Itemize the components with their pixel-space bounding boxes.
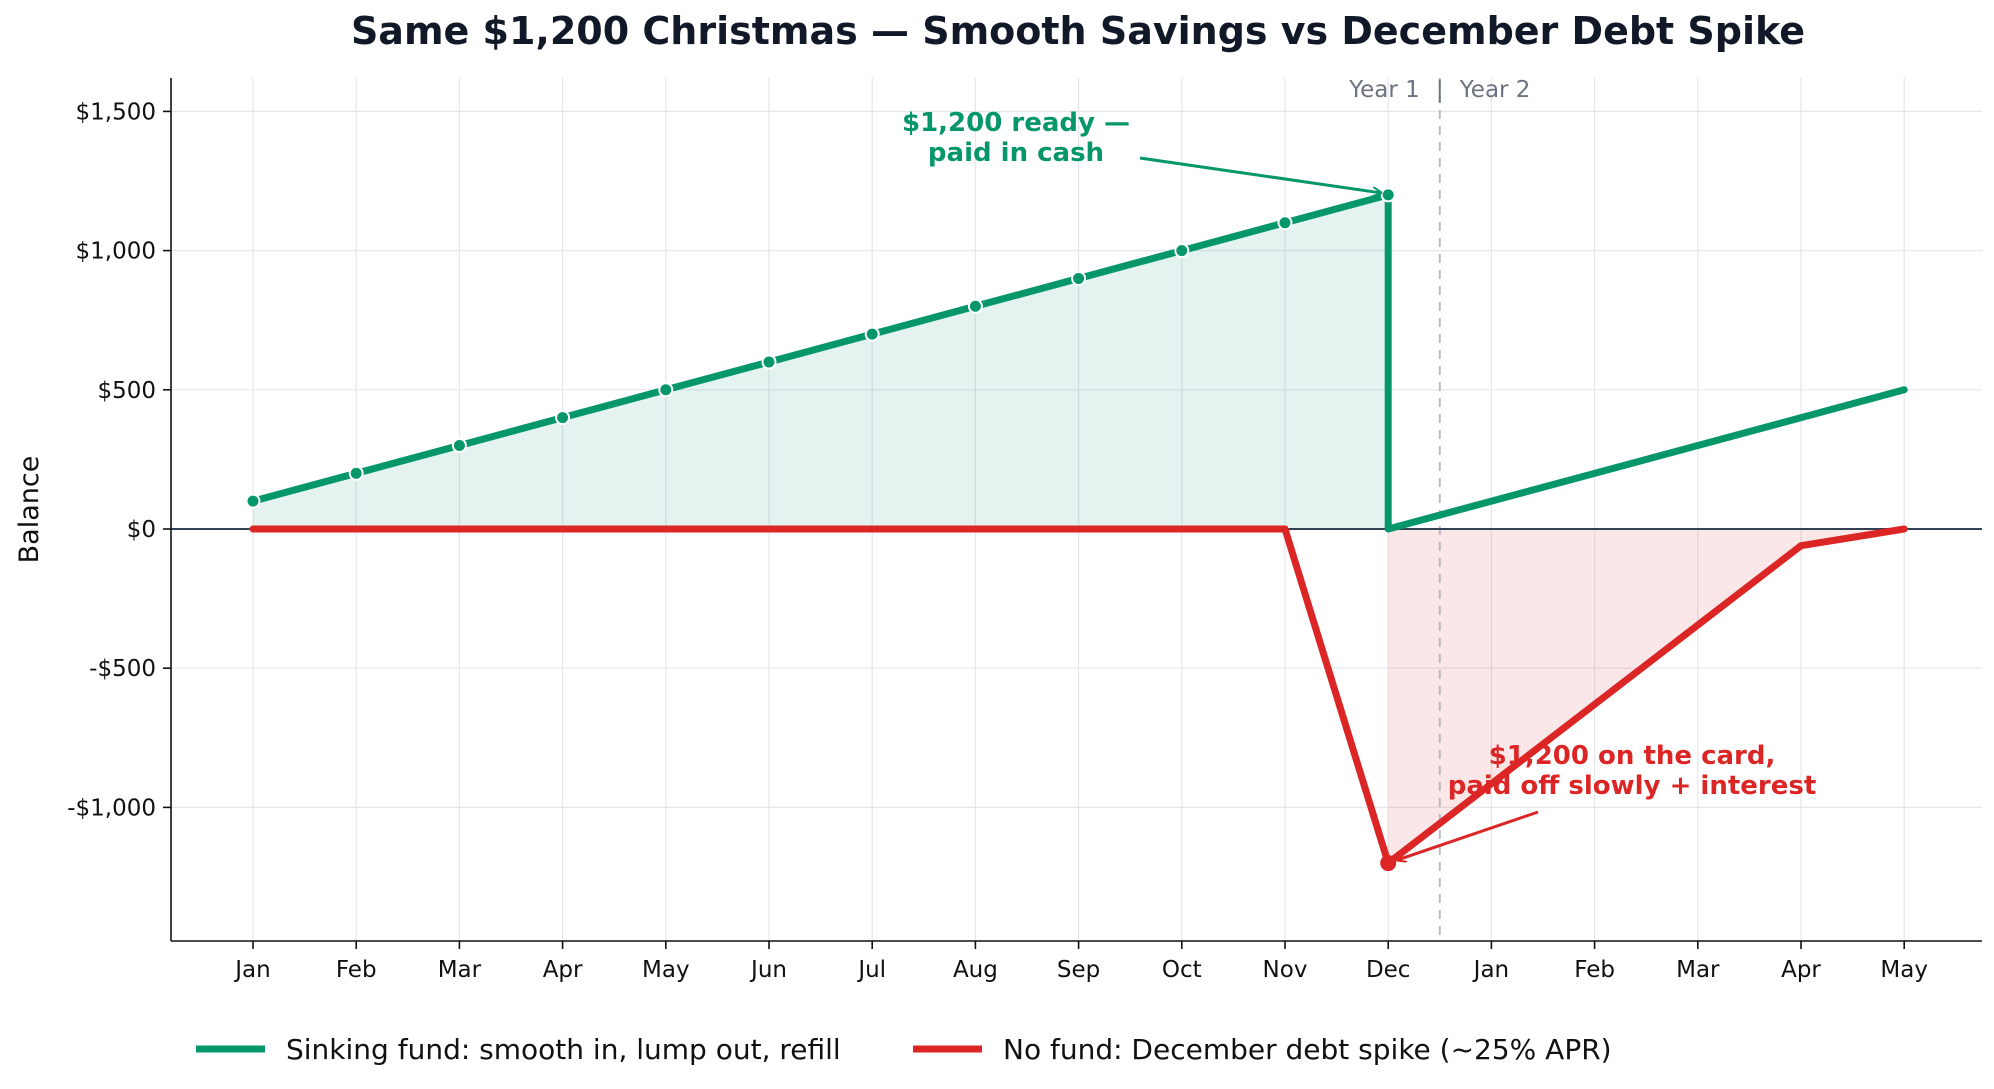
x-tick-label: Apr bbox=[1781, 957, 1821, 983]
debt-series-line bbox=[249, 525, 1908, 867]
x-tick-label: Jul bbox=[856, 957, 886, 983]
year-1-label: Year 1 bbox=[1348, 77, 1420, 103]
annotation-card-debt: $1,200 on the card,paid off slowly + int… bbox=[1397, 741, 1816, 860]
annotation-red-arrow bbox=[1397, 810, 1539, 860]
savings-point bbox=[1174, 243, 1190, 259]
x-tick-label: Mar bbox=[438, 957, 482, 983]
chart-title: Same $1,200 Christmas — Smooth Savings v… bbox=[351, 9, 1805, 53]
savings-point bbox=[245, 493, 261, 509]
y-tick-label: -$500 bbox=[89, 656, 156, 682]
legend-savings-label: Sinking fund: smooth in, lump out, refil… bbox=[286, 1033, 841, 1066]
annotation-cash-ready: $1,200 ready —paid in cash bbox=[902, 108, 1381, 193]
x-tick-label: Oct bbox=[1162, 957, 1202, 983]
savings-point bbox=[1277, 215, 1293, 231]
x-tick-label: Sep bbox=[1057, 957, 1100, 983]
legend: Sinking fund: smooth in, lump out, refil… bbox=[196, 1033, 1612, 1066]
savings-point bbox=[658, 382, 674, 398]
year-separator: | bbox=[1436, 77, 1444, 103]
savings-point bbox=[1071, 270, 1087, 286]
x-tick-label: Jan bbox=[1472, 957, 1509, 983]
x-tick-label: Dec bbox=[1366, 957, 1411, 983]
annotation-green-arrow bbox=[1139, 156, 1381, 193]
y-tick-label: $1,000 bbox=[76, 239, 156, 265]
annotation-red-text: paid off slowly + interest bbox=[1448, 771, 1817, 801]
x-axis-ticks: Jan Feb Mar Apr May Jun Jul Aug Sep Oct Nov Dec Jan F… bbox=[233, 941, 1928, 983]
annotation-green-text: paid in cash bbox=[928, 138, 1104, 168]
savings-point bbox=[555, 410, 571, 426]
savings-point bbox=[967, 298, 983, 314]
x-tick-label: Mar bbox=[1676, 957, 1720, 983]
y-tick-label: $500 bbox=[97, 378, 156, 404]
savings-series-line bbox=[249, 191, 1908, 533]
y-tick-label: $1,500 bbox=[76, 99, 156, 125]
savings-point bbox=[451, 437, 467, 453]
x-tick-label: Jan bbox=[233, 957, 270, 983]
y-axis-label: Balance bbox=[14, 456, 45, 564]
y-tick-label: $0 bbox=[127, 517, 156, 543]
debt-point bbox=[1380, 855, 1397, 872]
x-tick-label: Jun bbox=[749, 957, 787, 983]
year-2-label: Year 2 bbox=[1459, 77, 1531, 103]
annotation-red-text: $1,200 on the card, bbox=[1489, 741, 1776, 771]
x-tick-label: May bbox=[642, 957, 690, 983]
savings-point bbox=[761, 354, 777, 370]
debt-area-fill bbox=[1388, 528, 1905, 864]
savings-area-fill bbox=[253, 194, 1389, 529]
x-tick-label: Feb bbox=[1574, 957, 1615, 983]
series-lines bbox=[245, 187, 1908, 872]
x-tick-label: Aug bbox=[953, 957, 998, 983]
y-tick-label: -$1,000 bbox=[67, 795, 156, 821]
year-labels: Year 1 | Year 2 bbox=[1348, 77, 1530, 103]
savings-point bbox=[348, 465, 364, 481]
annotation-green-text: $1,200 ready — bbox=[902, 108, 1130, 138]
annotations: $1,200 ready —paid in cash $1,200 on the … bbox=[902, 108, 1816, 860]
savings-point bbox=[864, 326, 880, 342]
x-tick-label: Nov bbox=[1263, 957, 1308, 983]
axes bbox=[170, 78, 1982, 942]
x-tick-label: May bbox=[1880, 957, 1928, 983]
area-fills bbox=[253, 194, 1905, 864]
y-axis-ticks: $1,500 $1,000 $500 $0 -$500 -$1,000 bbox=[67, 99, 171, 821]
x-tick-label: Feb bbox=[336, 957, 377, 983]
savings-point bbox=[1380, 187, 1396, 203]
x-tick-label: Apr bbox=[543, 957, 583, 983]
legend-debt-label: No fund: December debt spike (~25% APR) bbox=[1003, 1033, 1612, 1066]
